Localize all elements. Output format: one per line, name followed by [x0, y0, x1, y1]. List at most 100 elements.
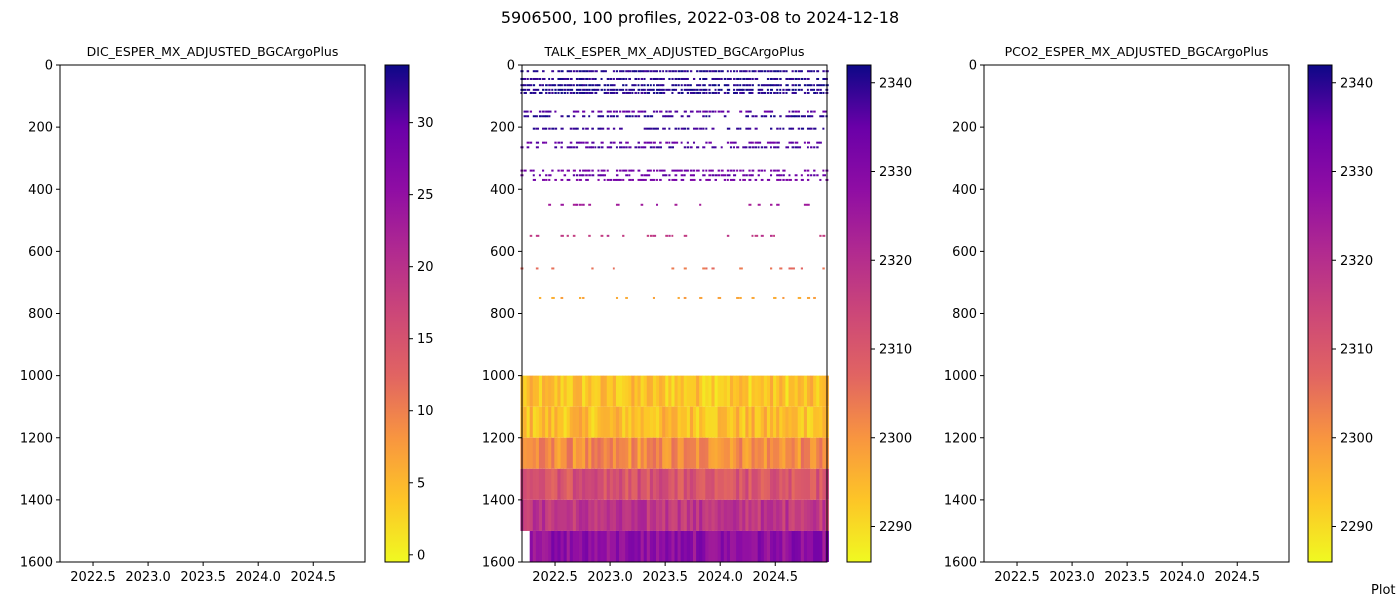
heatmap-cell [665, 141, 668, 144]
heatmap-cell [689, 468, 694, 500]
heatmap-cell [649, 70, 653, 73]
heatmap-cell [683, 174, 686, 177]
heatmap-cell [729, 141, 734, 144]
heatmap-cell [526, 88, 531, 91]
heatmap-cell [646, 375, 651, 407]
heatmap-cell [646, 406, 651, 438]
heatmap-cell [603, 91, 608, 94]
heatmap-cell [680, 115, 684, 118]
heatmap-cell [711, 437, 715, 469]
heatmap-cell [689, 178, 693, 181]
heatmap-cell [625, 84, 628, 87]
heatmap-cell [751, 468, 755, 500]
colorbar-tick-label: 2310 [879, 343, 912, 358]
heatmap-cell [566, 499, 571, 531]
heatmap-cell [745, 84, 749, 87]
heatmap-cell [692, 468, 697, 500]
heatmap-cell [588, 406, 592, 438]
heatmap-cell [668, 174, 671, 177]
heatmap-cell [637, 141, 640, 144]
heatmap-cell [816, 84, 820, 87]
heatmap-cell [720, 468, 725, 500]
heatmap-cell [705, 88, 708, 91]
heatmap-cell [569, 91, 573, 94]
heatmap-cell [791, 127, 795, 130]
heatmap-cell [705, 530, 709, 562]
heatmap-cell [726, 406, 731, 438]
heatmap-cell [686, 127, 690, 130]
heatmap-cell [551, 296, 555, 299]
heatmap-cell [770, 406, 774, 438]
heatmap-cell [754, 178, 758, 181]
heatmap-cell [766, 110, 771, 113]
heatmap-cell [689, 375, 694, 407]
heatmap-cell [575, 84, 579, 87]
heatmap-cell [591, 169, 594, 172]
heatmap-cell [819, 141, 822, 144]
heatmap-cell [779, 174, 783, 177]
heatmap-cell [785, 375, 789, 407]
heatmap-cell [791, 530, 796, 562]
heatmap-cell [779, 115, 782, 118]
heatmap-cell [745, 437, 749, 469]
heatmap-cell [634, 84, 637, 87]
heatmap-cell [797, 530, 802, 562]
heatmap-cell [708, 499, 712, 531]
heatmap-cell [554, 127, 558, 130]
heatmap-cell [714, 110, 717, 113]
heatmap-cell [742, 178, 746, 181]
heatmap-cell [585, 127, 589, 130]
y-tick-label: 1400 [944, 493, 977, 508]
heatmap-cell [637, 437, 642, 469]
heatmap-cell [668, 468, 672, 500]
heatmap-cell [776, 174, 780, 177]
heatmap-cell [591, 530, 595, 562]
heatmap-cell [714, 375, 719, 407]
heatmap-cell [770, 127, 773, 130]
heatmap-cell [551, 70, 555, 73]
heatmap-cell [766, 91, 770, 94]
heatmap-cell [674, 70, 677, 73]
heatmap-cell [582, 110, 586, 113]
heatmap-cell [785, 91, 788, 94]
heatmap-cell [800, 468, 805, 500]
heatmap-cell [733, 174, 737, 177]
heatmap-cell [625, 468, 629, 500]
colorbar-tick-label: 2320 [879, 254, 912, 269]
heatmap-cell [680, 174, 684, 177]
heatmap-cell [662, 70, 665, 73]
heatmap-cell [720, 88, 723, 91]
heatmap-cell [523, 406, 528, 438]
y-tick-label: 1000 [944, 369, 977, 384]
heatmap-cell [692, 169, 696, 172]
heatmap-cell [803, 203, 808, 206]
heatmap-cell [612, 406, 617, 438]
heatmap-cell [816, 437, 820, 469]
heatmap-cell [757, 84, 760, 87]
heatmap-cell [538, 174, 541, 177]
heatmap-cell [822, 169, 825, 172]
heatmap-cell [816, 146, 819, 149]
heatmap-cell [813, 127, 817, 130]
heatmap-cell [766, 70, 770, 73]
x-tick-label: 2023.0 [587, 570, 633, 585]
heatmap-cell [770, 141, 774, 144]
heatmap-cell [535, 127, 540, 130]
heatmap-cell [813, 468, 817, 500]
colorbar [846, 64, 872, 563]
y-tick-label: 1400 [20, 493, 53, 508]
heatmap-cell [822, 234, 826, 237]
heatmap-cell [782, 174, 785, 177]
heatmap-cell [652, 141, 656, 144]
heatmap-cell [569, 127, 573, 130]
heatmap-cell [766, 178, 771, 181]
heatmap-cell [529, 77, 533, 80]
heatmap-cell [659, 70, 662, 73]
heatmap-cell [656, 468, 660, 500]
heatmap-cell [773, 530, 777, 562]
heatmap-cell [637, 169, 641, 172]
heatmap-cell [643, 77, 646, 80]
colorbar [1307, 64, 1333, 563]
heatmap-cell [529, 406, 534, 438]
heatmap-cell [551, 77, 554, 80]
